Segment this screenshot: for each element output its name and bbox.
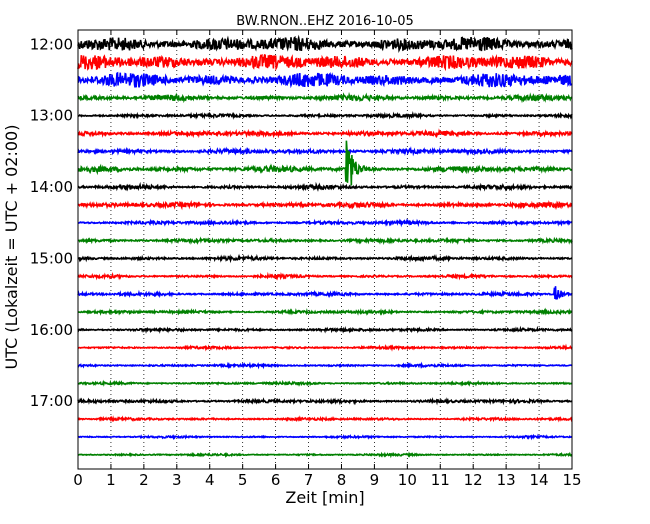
axes: 0 1 2 3 4 5 6 7 8 9 10 11 12 13 14 1512:0013:0014:0015:… (30, 30, 582, 489)
x-tick-label: 11 (431, 471, 450, 489)
seismic-trace (77, 307, 573, 316)
seismic-trace (77, 343, 573, 352)
seismic-trace (77, 451, 573, 459)
x-tick-label: 7 (304, 471, 314, 489)
seismic-trace (77, 140, 573, 186)
seismic-trace (77, 199, 573, 211)
seismic-trace (77, 91, 573, 104)
x-tick-label: 5 (238, 471, 248, 489)
y-tick-label: 13:00 (30, 107, 73, 125)
seismic-traces (77, 34, 573, 459)
y-axis-label: UTC (Lokalzeit = UTC + 02:00) (2, 125, 21, 370)
seismic-trace (77, 53, 573, 72)
seismic-trace (77, 128, 573, 139)
seismic-trace (77, 146, 573, 157)
seismic-trace (77, 236, 573, 246)
x-tick-label: 2 (139, 471, 149, 489)
y-tick-label: 16:00 (30, 321, 73, 339)
seismic-trace (77, 397, 573, 406)
y-tick-label: 15:00 (30, 249, 73, 267)
y-tick-label: 17:00 (30, 392, 73, 410)
x-axis-label: Zeit [min] (285, 488, 364, 507)
x-tick-label: 8 (337, 471, 347, 489)
x-tick-label: 15 (562, 471, 581, 489)
x-tick-label: 6 (271, 471, 281, 489)
x-tick-label: 3 (172, 471, 182, 489)
x-tick-label: 13 (497, 471, 516, 489)
seismic-trace (77, 253, 573, 264)
x-tick-label: 0 (73, 471, 83, 489)
x-tick-label: 9 (370, 471, 380, 489)
seismic-trace (77, 34, 573, 53)
chart-title: BW.RNON..EHZ 2016-10-05 (236, 14, 414, 29)
y-tick-label: 12:00 (30, 35, 73, 53)
seismic-trace (77, 361, 573, 370)
seismic-trace (77, 110, 573, 121)
x-tick-label: 10 (398, 471, 417, 489)
seismic-trace (77, 181, 573, 192)
seismic-trace (77, 218, 573, 228)
seismic-trace (77, 433, 573, 441)
x-tick-label: 12 (464, 471, 483, 489)
x-tick-label: 14 (530, 471, 549, 489)
seismic-trace (77, 379, 573, 387)
seismic-trace (77, 325, 573, 334)
seismic-trace (77, 71, 573, 89)
x-tick-label: 1 (106, 471, 116, 489)
seismic-trace (77, 415, 573, 423)
seismic-trace (77, 271, 573, 281)
x-tick-label: 4 (205, 471, 215, 489)
seismic-trace (77, 286, 573, 300)
plot-frame (77, 29, 573, 470)
y-tick-label: 14:00 (30, 178, 73, 196)
